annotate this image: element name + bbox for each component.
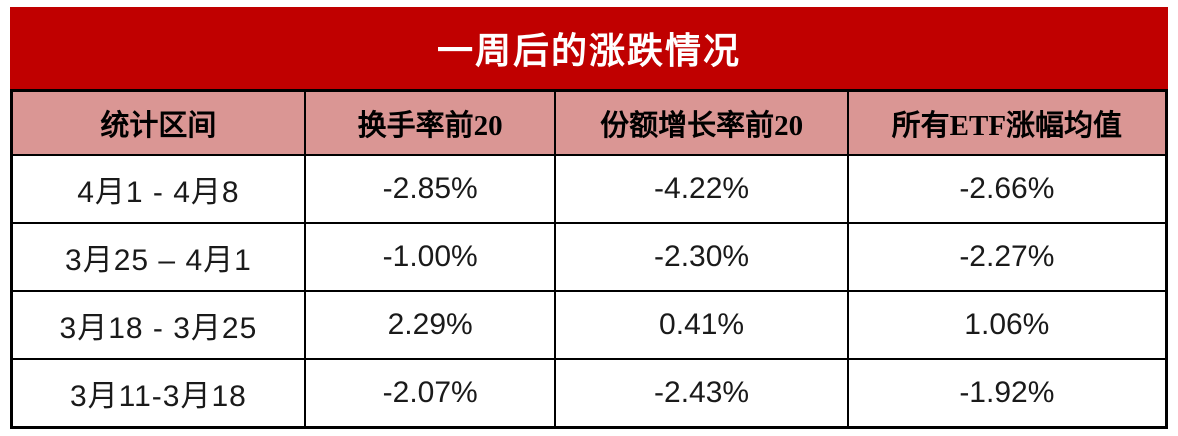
cell-value: -1.00%: [303, 222, 557, 292]
cell-period: 4月1 - 4月8: [10, 154, 306, 224]
cell-value: 1.06%: [846, 290, 1168, 360]
column-header-0: 统计区间: [10, 89, 306, 156]
cell-value: -2.27%: [846, 222, 1168, 292]
cell-period: 3月18 - 3月25: [10, 290, 306, 360]
cell-value: -2.07%: [303, 358, 557, 429]
stats-table: 统计区间 换手率前20 份额增长率前20 所有ETF涨幅均值 4月1 - 4月8 -2.…: [10, 89, 1168, 429]
cell-value: 2.29%: [303, 290, 557, 360]
title-bar: 一周后的涨跌情况: [10, 7, 1168, 89]
column-header-2: 份额增长率前20: [554, 89, 849, 156]
table-row: 统计区间 换手率前20 份额增长率前20 所有ETF涨幅均值: [10, 89, 1168, 156]
column-header-3: 所有ETF涨幅均值: [846, 89, 1168, 156]
cell-value: -4.22%: [554, 154, 849, 224]
cell-period: 3月25 – 4月1: [10, 222, 306, 292]
column-header-1: 换手率前20: [303, 89, 557, 156]
page-title: 一周后的涨跌情况: [436, 31, 741, 71]
cell-value: -1.92%: [846, 358, 1168, 429]
table-row: 3月25 – 4月1 -1.00% -2.30% -2.27%: [10, 222, 1168, 292]
table-row: 4月1 - 4月8 -2.85% -4.22% -2.66%: [10, 154, 1168, 224]
table-body: 4月1 - 4月8 -2.85% -4.22% -2.66% 3月25 – 4月1 -1.…: [10, 154, 1168, 429]
cell-period: 3月11-3月18: [10, 358, 306, 429]
table-row: 3月18 - 3月25 2.29% 0.41% 1.06%: [10, 290, 1168, 360]
table-row: 3月11-3月18 -2.07% -2.43% -1.92%: [10, 358, 1168, 429]
table-header-row: 统计区间 换手率前20 份额增长率前20 所有ETF涨幅均值: [10, 89, 1168, 156]
cell-value: -2.43%: [554, 358, 849, 429]
stats-sheet: 一周后的涨跌情况 统计区间 换手率前20 份额增长率前20 所有ETF涨幅均值 4月1…: [10, 7, 1168, 429]
cell-value: 0.41%: [554, 290, 849, 360]
cell-value: -2.66%: [846, 154, 1168, 224]
cell-value: -2.85%: [303, 154, 557, 224]
cell-value: -2.30%: [554, 222, 849, 292]
